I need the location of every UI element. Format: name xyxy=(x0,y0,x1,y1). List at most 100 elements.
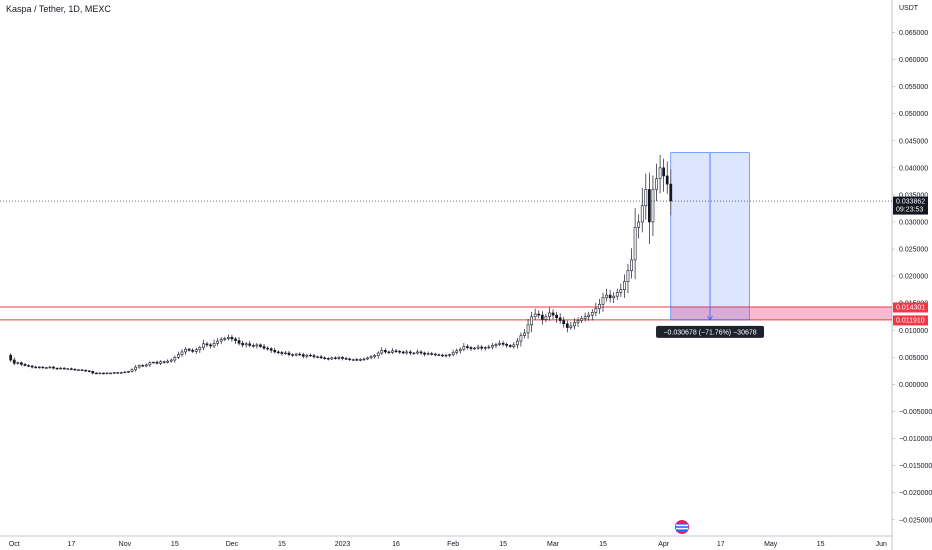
candle-body-down xyxy=(466,346,469,348)
candle xyxy=(608,289,612,303)
candle xyxy=(662,158,666,192)
price-tick-label: −0.020000 xyxy=(899,490,932,497)
candle-body-up xyxy=(284,352,287,355)
resistance-tag-bg xyxy=(893,302,928,313)
candle-body-down xyxy=(558,317,562,321)
candle xyxy=(526,319,530,339)
time-tick-label: Nov xyxy=(119,541,132,548)
time-axis[interactable]: Oct 17 Nov 15 Dec 15 2023 16 Feb 15 Mar 15 Apr 17 May 1… xyxy=(9,541,887,548)
candle xyxy=(9,353,13,362)
candle-body-up xyxy=(316,356,319,358)
candle xyxy=(112,371,116,374)
candle-body-up xyxy=(530,316,534,326)
candle xyxy=(73,368,77,371)
candle-body-down xyxy=(540,314,544,320)
candle-body-up xyxy=(458,348,462,352)
candle-body-up xyxy=(483,347,487,349)
candle xyxy=(587,311,591,321)
candle xyxy=(655,163,658,202)
candle-body-up xyxy=(294,353,298,356)
candle-body-down xyxy=(312,355,316,358)
candle-body-down xyxy=(55,367,59,370)
candle xyxy=(437,353,441,357)
candle xyxy=(362,357,366,362)
candle-body-down xyxy=(41,366,45,369)
candle-body-down xyxy=(205,343,209,346)
candle-body-up xyxy=(194,349,198,352)
measure-label-box xyxy=(656,325,765,338)
candle-body-up xyxy=(159,361,162,364)
price-axis[interactable]: 0.065000 0.060000 0.055000 0.050000 0.045000… xyxy=(892,30,932,524)
time-tick-label: 2023 xyxy=(335,541,351,548)
candle xyxy=(383,348,387,354)
candle-body-up xyxy=(573,322,576,327)
candle-body-down xyxy=(62,367,66,370)
candle xyxy=(69,367,73,370)
candle-body-down xyxy=(269,348,273,351)
candle xyxy=(212,339,216,349)
candle-body-up xyxy=(244,343,248,346)
candle xyxy=(515,337,519,349)
time-tick-label: 15 xyxy=(278,541,286,548)
candle-body-up xyxy=(569,325,573,328)
candle xyxy=(226,334,230,341)
candle-body-down xyxy=(562,320,566,325)
candle xyxy=(605,288,608,302)
candle xyxy=(66,368,70,370)
candle xyxy=(494,342,498,349)
candle xyxy=(116,372,120,374)
candle-body-up xyxy=(337,357,341,359)
candle-body-up xyxy=(177,354,180,358)
candle-body-up xyxy=(533,313,537,318)
candle-body-up xyxy=(169,359,173,362)
candle xyxy=(309,353,312,357)
candle-body-up xyxy=(166,360,170,363)
candle xyxy=(344,356,348,361)
candle-body-down xyxy=(508,345,512,347)
candle-body-down xyxy=(334,357,337,359)
tradingview-flag-icon[interactable] xyxy=(675,520,689,534)
time-tick-label: Apr xyxy=(658,541,670,548)
candle-body-down xyxy=(34,366,38,369)
candle-body-down xyxy=(326,358,330,360)
candle-body-down xyxy=(230,337,234,340)
candle-body-up xyxy=(448,354,451,356)
candle xyxy=(169,358,173,363)
candle xyxy=(27,364,30,368)
candle-body-up xyxy=(226,337,230,339)
candle-body-down xyxy=(52,366,55,369)
measure-tool[interactable]: −0.030678 (−71.76%) −30678 xyxy=(656,152,765,338)
candle xyxy=(316,355,319,359)
candle-body-up xyxy=(362,358,366,361)
candle-body-up xyxy=(98,372,102,375)
candle-body-up xyxy=(633,227,637,261)
candle-body-up xyxy=(426,353,430,355)
candle xyxy=(262,343,266,351)
candle xyxy=(287,350,291,357)
candle-body-up xyxy=(515,340,519,346)
price-tick-label: −0.005000 xyxy=(899,409,932,416)
candle-body-down xyxy=(669,183,673,202)
price-tick-label: 0.050000 xyxy=(899,111,928,118)
candle xyxy=(348,357,352,361)
candle-body-down xyxy=(91,371,95,374)
candle-body-up xyxy=(405,351,409,354)
candle xyxy=(20,361,23,367)
last-price-tag-text: 0.033862 xyxy=(896,199,925,206)
candle xyxy=(430,351,434,356)
last-price-tag-text: 09:23:53 xyxy=(896,207,923,214)
candle xyxy=(376,351,380,359)
candle-body-down xyxy=(301,354,305,357)
candle-body-down xyxy=(555,314,558,319)
candle-body-up xyxy=(601,297,605,305)
candle-body-up xyxy=(416,351,419,354)
candle-body-up xyxy=(512,344,516,347)
candle-body-up xyxy=(180,351,184,355)
candle xyxy=(202,339,205,351)
candle xyxy=(205,341,209,348)
candle xyxy=(401,350,405,355)
candle-body-down xyxy=(73,368,77,371)
candle xyxy=(562,316,566,328)
candle-body-down xyxy=(398,351,401,353)
